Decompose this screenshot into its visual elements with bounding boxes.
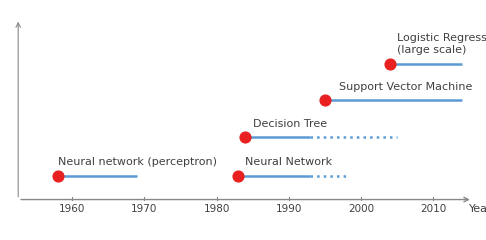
Point: [386, 62, 394, 66]
Text: 1970: 1970: [131, 204, 157, 214]
Text: 2010: 2010: [420, 204, 446, 214]
Text: Decision Tree: Decision Tree: [253, 119, 327, 129]
Text: 1960: 1960: [59, 204, 86, 214]
Text: Neural Network: Neural Network: [245, 157, 332, 168]
Text: Logistic Regression
(large scale): Logistic Regression (large scale): [397, 33, 486, 55]
Text: Year: Year: [469, 204, 486, 214]
Text: 1980: 1980: [203, 204, 230, 214]
Point: [234, 174, 242, 178]
Point: [54, 174, 62, 178]
Text: Neural network (perceptron): Neural network (perceptron): [58, 157, 217, 168]
Point: [321, 99, 329, 102]
Point: [242, 135, 249, 139]
Text: Support Vector Machine: Support Vector Machine: [339, 82, 472, 92]
Text: 2000: 2000: [348, 204, 374, 214]
Text: 1990: 1990: [276, 204, 302, 214]
